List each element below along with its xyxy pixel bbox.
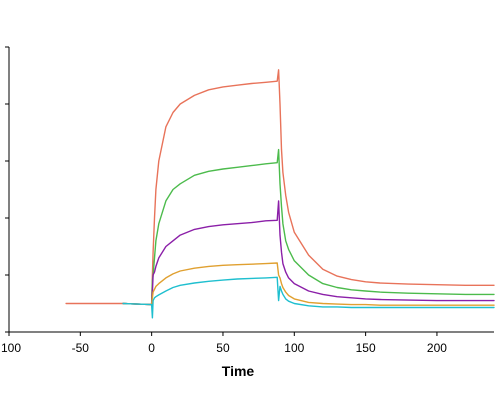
axes <box>8 47 494 333</box>
series-line-2 <box>122 148 495 306</box>
x-ticks: 100 -50 0 50 100 150 200 <box>1 332 447 355</box>
x-tick-label-3: 50 <box>216 341 230 355</box>
series-layer <box>65 69 495 319</box>
x-tick-label-5: 150 <box>356 341 376 355</box>
x-tick-label-0: 100 <box>1 341 21 355</box>
x-tick-label-2: 0 <box>148 341 155 355</box>
series-line-4 <box>122 262 495 306</box>
series-line-5 <box>122 276 495 319</box>
x-tick-label-1: -50 <box>72 341 90 355</box>
x-tick-label-6: 200 <box>427 341 447 355</box>
series-line-1 <box>65 69 495 306</box>
x-axis-title: Time <box>222 363 255 379</box>
y-ticks <box>5 46 9 333</box>
x-tick-label-4: 100 <box>284 341 304 355</box>
series-line-3 <box>122 200 495 306</box>
